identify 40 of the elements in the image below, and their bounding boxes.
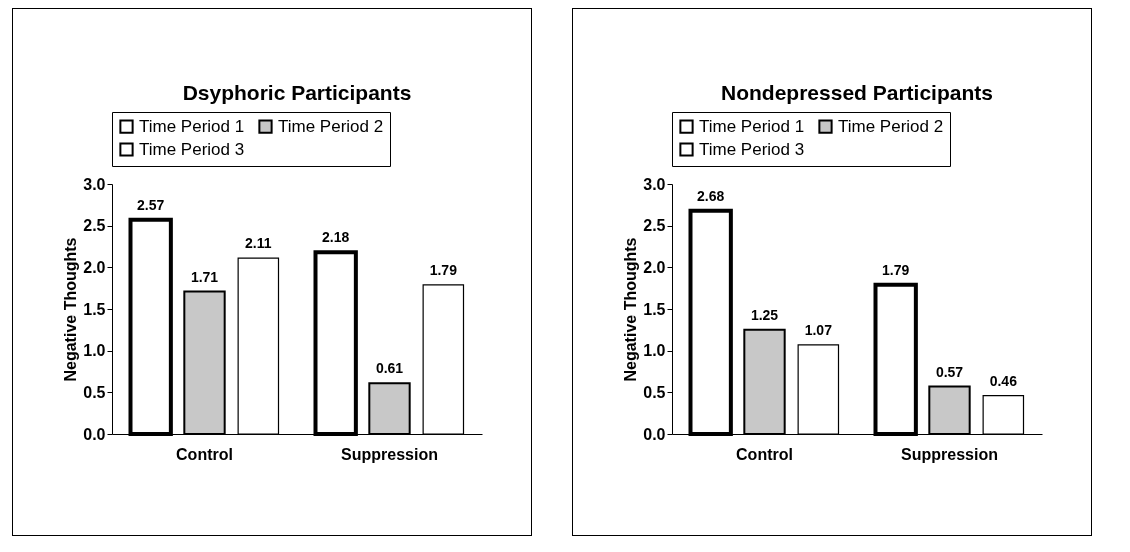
- data-label: 1.79: [882, 261, 910, 278]
- x-tick-label: Control: [736, 445, 793, 463]
- data-label: 1.79: [429, 261, 458, 278]
- legend-label: Time Period 3: [699, 139, 805, 159]
- data-label: 2.11: [245, 235, 272, 252]
- x-tick-label: Control: [176, 445, 233, 463]
- y-tick-label: 2.5: [83, 217, 106, 235]
- legend-label: Time Period 2: [278, 116, 384, 136]
- y-tick-label: 0.0: [643, 425, 666, 443]
- chart-title: Nondepressed Participants: [721, 80, 993, 104]
- legend-label: Time Period 3: [139, 139, 245, 159]
- y-tick-label: 1.0: [83, 342, 106, 360]
- data-label: 0.61: [375, 360, 404, 377]
- legend-label: Time Period 2: [838, 116, 944, 136]
- y-tick-label: 1.5: [643, 300, 666, 318]
- data-label: 1.07: [804, 321, 833, 338]
- y-axis-title: Negative Thoughts: [62, 237, 80, 382]
- data-label: 2.18: [322, 229, 350, 246]
- data-label: 0.57: [935, 363, 964, 380]
- y-tick-label: 1.0: [643, 342, 666, 360]
- y-tick-label: 0.0: [83, 425, 106, 443]
- data-label: 2.57: [137, 196, 165, 213]
- y-tick-label: 2.5: [643, 217, 666, 235]
- legend-label: Time Period 1: [699, 116, 805, 136]
- y-tick-label: 0.5: [83, 383, 106, 401]
- data-label: 0.46: [989, 372, 1018, 389]
- y-tick-label: 2.0: [643, 258, 666, 276]
- data-label: 1.25: [750, 306, 779, 323]
- x-tick-label: Suppression: [341, 445, 438, 463]
- data-label: 2.68: [697, 187, 725, 204]
- y-tick-label: 3.0: [643, 175, 666, 193]
- y-tick-label: 1.5: [83, 300, 106, 318]
- data-label: 1.71: [190, 268, 219, 285]
- y-tick-label: 2.0: [83, 258, 106, 276]
- legend-label: Time Period 1: [139, 116, 245, 136]
- y-axis-title: Negative Thoughts: [622, 237, 640, 382]
- x-tick-label: Suppression: [901, 445, 998, 463]
- y-tick-label: 3.0: [83, 175, 106, 193]
- chart-title: Dsyphoric Participants: [182, 80, 412, 104]
- y-tick-label: 0.5: [643, 383, 666, 401]
